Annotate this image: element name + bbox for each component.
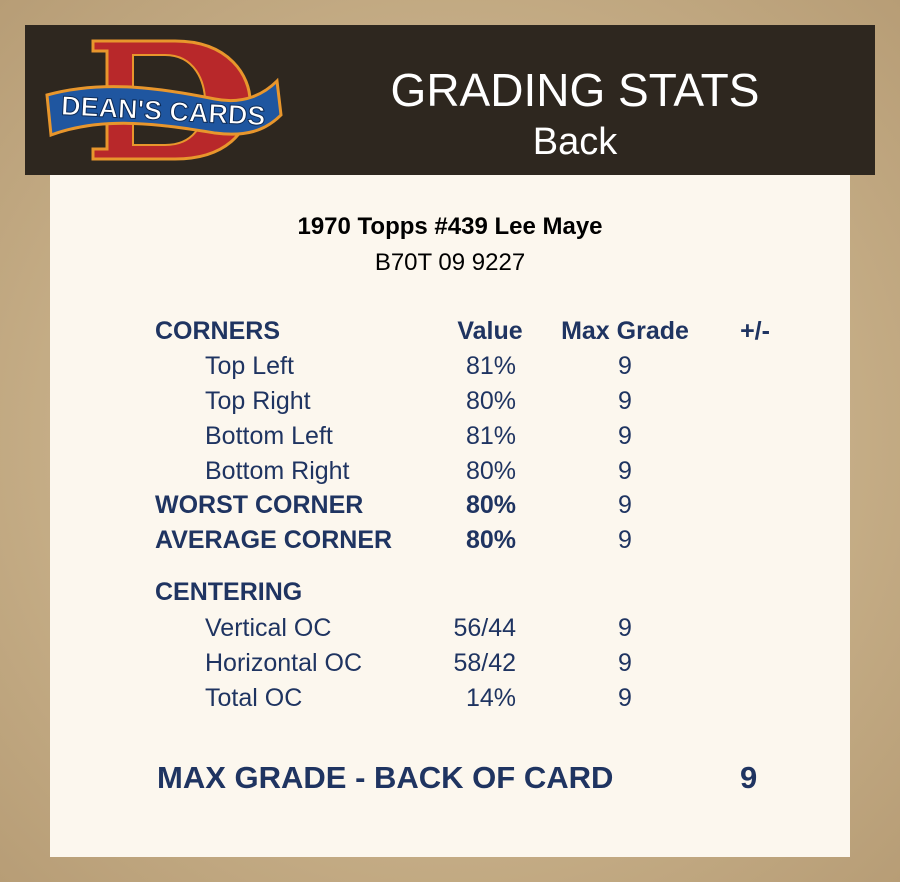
- row-value: 81%: [465, 422, 516, 450]
- row-max-grade: 9: [618, 614, 632, 642]
- row-label: Total OC: [205, 684, 303, 712]
- corners-header-row: CORNERS Value Max Grade +/-: [50, 317, 850, 349]
- row-value: 80%: [465, 526, 516, 554]
- row-label: Vertical OC: [205, 614, 332, 642]
- row-value: 58/42: [453, 649, 516, 677]
- table-row: Bottom Left 81% 9: [50, 422, 850, 454]
- row-label: Top Left: [205, 352, 294, 380]
- row-label: Bottom Right: [205, 457, 350, 485]
- row-label: Top Right: [205, 387, 311, 415]
- row-value: 80%: [465, 387, 516, 415]
- row-max-grade: 9: [618, 387, 632, 415]
- row-max-grade: 9: [618, 422, 632, 450]
- final-grade-label: MAX GRADE - BACK OF CARD: [157, 760, 614, 795]
- grading-panel: 1970 Topps #439 Lee Maye B70T 09 9227 CO…: [50, 175, 850, 857]
- centering-heading: CENTERING: [155, 578, 303, 606]
- cert-number: B70T 09 9227: [374, 249, 526, 276]
- max-grade-column-header: Max Grade: [561, 317, 689, 345]
- row-label: Horizontal OC: [205, 649, 362, 677]
- row-max-grade: 9: [618, 457, 632, 485]
- row-label: AVERAGE CORNER: [155, 526, 393, 554]
- table-row: Vertical OC 56/44 9: [50, 614, 850, 646]
- row-max-grade: 9: [618, 526, 632, 554]
- row-max-grade: 9: [618, 649, 632, 677]
- table-row: Top Right 80% 9: [50, 387, 850, 419]
- header: DEAN'S CARDS GRADING STATS Back: [25, 25, 875, 175]
- row-value: 81%: [465, 352, 516, 380]
- centering-header-row: CENTERING: [50, 578, 850, 610]
- deans-cards-logo: DEAN'S CARDS: [45, 39, 283, 161]
- row-label: Bottom Left: [205, 422, 333, 450]
- row-max-grade: 9: [618, 684, 632, 712]
- plus-minus-column-header: +/-: [740, 317, 770, 345]
- value-column-header: Value: [457, 317, 523, 345]
- table-row: Horizontal OC 58/42 9: [50, 649, 850, 681]
- card-name: 1970 Topps #439 Lee Maye: [297, 213, 603, 240]
- worst-corner-row: WORST CORNER 80% 9: [50, 491, 850, 523]
- table-row: Bottom Right 80% 9: [50, 457, 850, 489]
- row-max-grade: 9: [618, 352, 632, 380]
- row-value: 56/44: [453, 614, 516, 642]
- row-max-grade: 9: [618, 491, 632, 519]
- final-grade-value: 9: [740, 760, 758, 795]
- corners-heading: CORNERS: [155, 317, 281, 345]
- row-value: 80%: [465, 457, 516, 485]
- row-label: WORST CORNER: [155, 491, 364, 519]
- average-corner-row: AVERAGE CORNER 80% 9: [50, 526, 850, 558]
- table-row: Top Left 81% 9: [50, 352, 850, 384]
- page-title: GRADING STATS: [390, 64, 760, 116]
- row-value: 80%: [465, 491, 516, 519]
- table-row: Total OC 14% 9: [50, 684, 850, 716]
- row-value: 14%: [465, 684, 516, 712]
- page-subtitle: Back: [532, 121, 618, 163]
